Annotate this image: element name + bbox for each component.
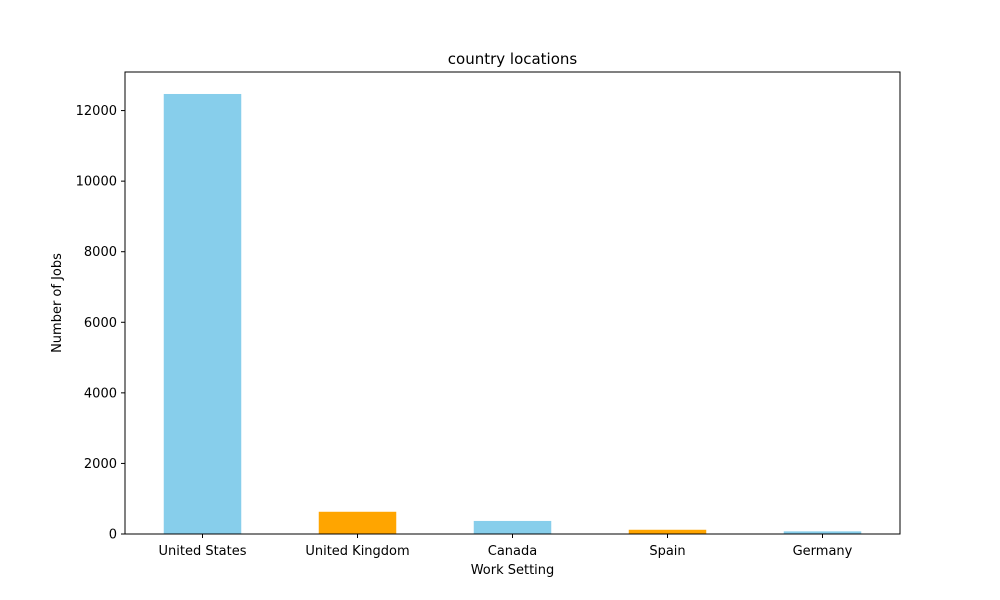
y-tick-label: 0 [109, 528, 117, 543]
bars-group [163, 93, 862, 534]
y-tick-label: 12000 [76, 104, 117, 119]
y-tick-label: 10000 [76, 175, 117, 190]
x-tick-label: United Kingdom [305, 544, 409, 559]
x-tick-label: Canada [488, 544, 537, 559]
x-tick-label: United States [158, 544, 246, 559]
y-tick-label: 6000 [84, 316, 117, 331]
y-tick-label: 8000 [84, 245, 117, 260]
y-axis-label: Number of Jobs [50, 253, 65, 353]
chart-title: country locations [448, 50, 578, 68]
x-tick-label: Spain [649, 544, 685, 559]
x-axis-label: Work Setting [471, 563, 555, 578]
x-axis: United States United Kingdom Canada Spain Ge… [158, 534, 853, 559]
bar-spain [628, 529, 707, 534]
y-tick-label: 2000 [84, 457, 117, 472]
x-tick-label: Germany [793, 544, 853, 559]
y-tick-label: 4000 [84, 386, 117, 401]
bar-united-states [163, 93, 242, 534]
plot-frame [124, 71, 901, 535]
y-axis: 0 2000 4000 6000 8000 10000 12000 [76, 104, 125, 543]
bar-united-kingdom [318, 511, 397, 534]
bar-canada [473, 520, 552, 534]
bar-germany [783, 531, 862, 534]
